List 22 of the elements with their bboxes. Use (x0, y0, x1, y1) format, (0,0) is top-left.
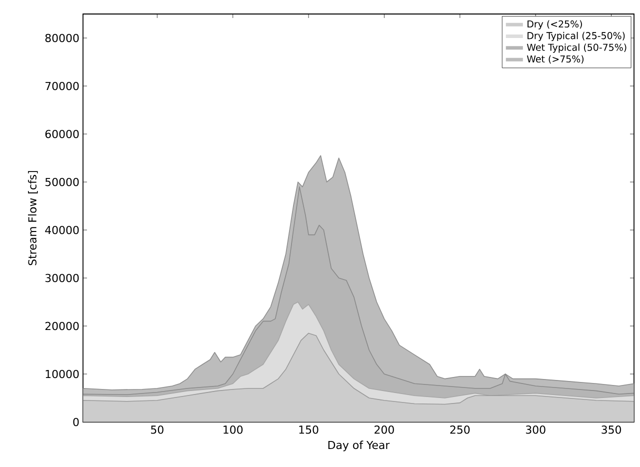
y-tick-label: 50000 (45, 178, 79, 186)
x-tick-label: 50 (151, 426, 164, 434)
legend-label: Wet (>75%) (526, 55, 584, 64)
x-tick-label: 200 (374, 426, 394, 434)
y-axis-title: Stream Flow [cfs] (28, 171, 38, 266)
x-axis-title: Day of Year (328, 440, 390, 452)
x-tick-label: 300 (526, 426, 546, 434)
x-tick-label: 150 (299, 426, 318, 434)
x-tick-label: 250 (450, 426, 470, 434)
x-tick-label: 350 (602, 426, 622, 434)
x-tick-label: 100 (224, 426, 243, 434)
legend-label: Dry (<25%) (528, 20, 582, 30)
y-tick-label: 70000 (46, 82, 79, 90)
y-tick-label: 30000 (45, 274, 79, 282)
y-tick-label: 10000 (46, 370, 79, 378)
y-tick-label: 60000 (45, 130, 79, 138)
y-tick-label: 40000 (45, 226, 79, 234)
y-tick-label: 0 (73, 418, 79, 426)
y-tick-label: 20000 (45, 322, 79, 330)
y-tick-label: 80000 (45, 34, 79, 42)
legend-label: Dry Typical (25-50%) (528, 32, 625, 42)
legend-label: Wet Typical (50-75%) (526, 44, 626, 53)
